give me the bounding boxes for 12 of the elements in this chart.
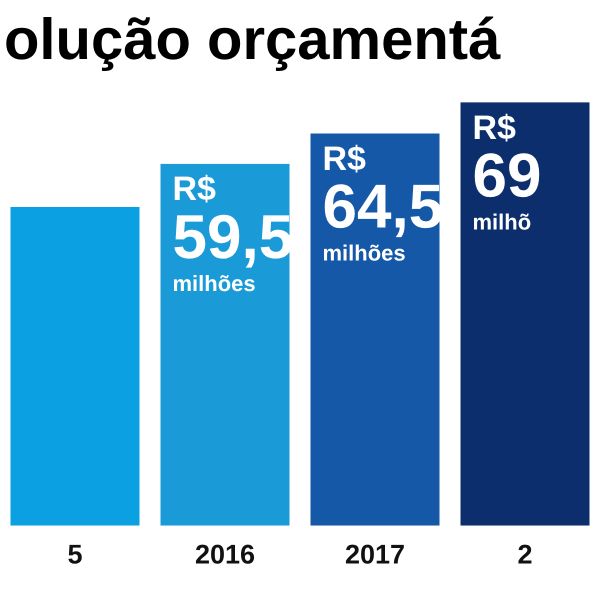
bar (460, 102, 590, 526)
data-label: R$ 69 milhõ (472, 108, 542, 234)
data-label: R$ 64,5 milhões (322, 140, 444, 266)
x-tick-label: 5 (67, 539, 83, 570)
bar (10, 207, 140, 526)
bar (160, 164, 290, 526)
x-tick-label: 2016 (194, 539, 256, 570)
x-tick-label: 2 (517, 539, 533, 570)
chart-title: olução orçamentá (4, 6, 500, 74)
data-label: R$ 59,5 milhões (172, 170, 294, 296)
x-tick-label: 2017 (344, 539, 406, 570)
bar (310, 133, 440, 526)
